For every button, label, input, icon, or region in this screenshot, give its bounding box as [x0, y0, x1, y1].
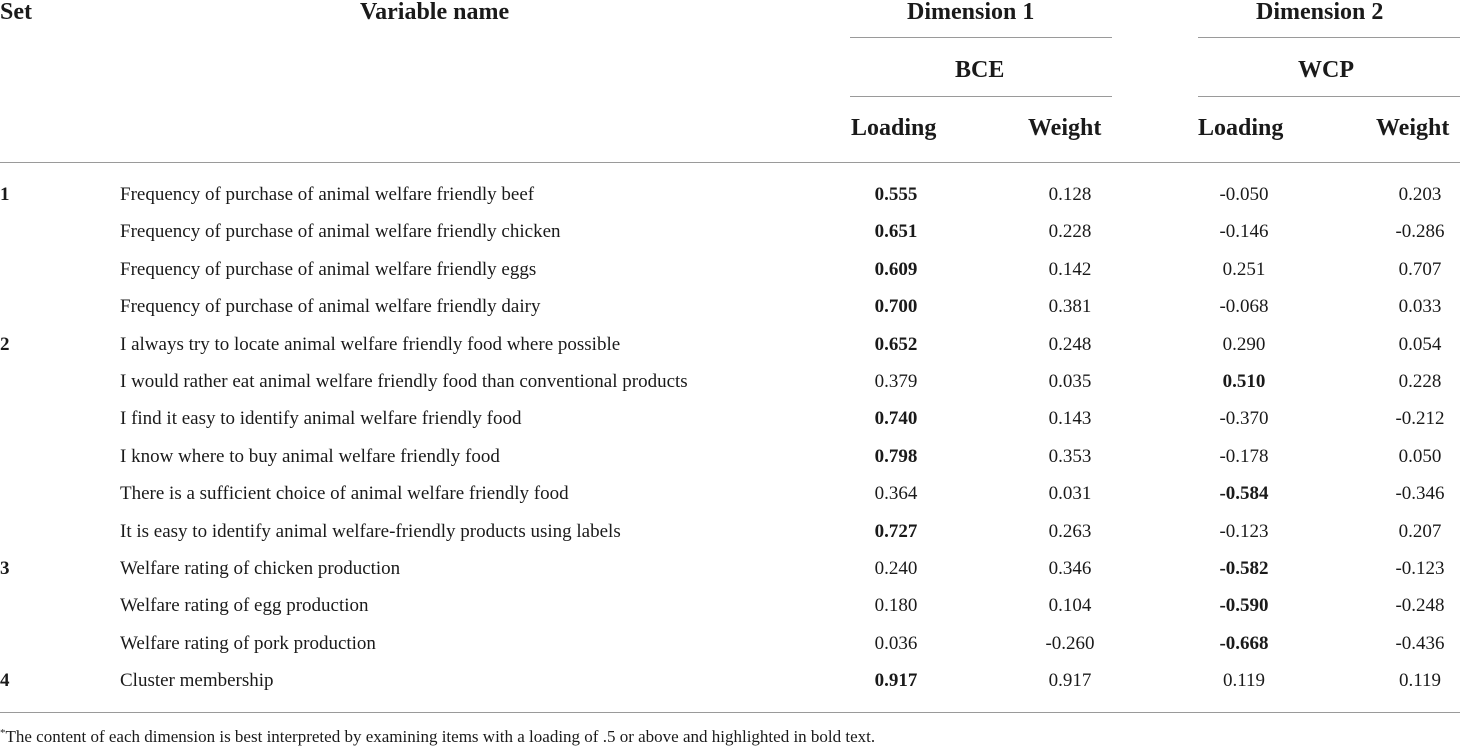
- row-loading-2: -0.146: [1219, 221, 1269, 242]
- row-variable: I find it easy to identify animal welfar…: [120, 408, 522, 429]
- row-weight-2: -0.286: [1395, 221, 1445, 242]
- row-loading-2: -0.668: [1219, 633, 1269, 654]
- row-weight-1: 0.346: [1048, 558, 1092, 579]
- row-weight-2: -0.123: [1395, 558, 1445, 579]
- row-variable: Frequency of purchase of animal welfare …: [120, 221, 561, 242]
- row-weight-2: 0.707: [1398, 259, 1442, 280]
- row-loading-2: -0.584: [1219, 483, 1269, 504]
- row-loading-2: -0.178: [1219, 446, 1269, 467]
- row-loading-1: 0.727: [874, 521, 918, 542]
- footnote: *The content of each dimension is best i…: [0, 728, 875, 746]
- row-loading-2: -0.370: [1219, 408, 1269, 429]
- row-loading-1: 0.036: [874, 633, 918, 654]
- row-weight-2: 0.207: [1398, 521, 1442, 542]
- row-weight-2: 0.228: [1398, 371, 1442, 392]
- row-weight-1: -0.260: [1045, 633, 1095, 654]
- row-variable: Cluster membership: [120, 670, 274, 691]
- row-weight-1: 0.353: [1048, 446, 1092, 467]
- footnote-mark: *: [0, 727, 6, 739]
- row-variable: I would rather eat animal welfare friend…: [120, 371, 688, 392]
- row-set: 3: [0, 558, 10, 579]
- row-weight-1: 0.035: [1048, 371, 1092, 392]
- header-variable-name: Variable name: [360, 0, 510, 25]
- row-weight-2: -0.436: [1395, 633, 1445, 654]
- row-weight-2: 0.203: [1398, 184, 1442, 205]
- row-set: 4: [0, 670, 10, 691]
- row-loading-1: 0.609: [874, 259, 918, 280]
- header-loading-1: Loading: [851, 115, 937, 141]
- row-loading-1: 0.379: [874, 371, 918, 392]
- bce-rule: [850, 96, 1112, 97]
- row-loading-1: 0.652: [874, 334, 918, 355]
- header-loading-2: Loading: [1198, 115, 1284, 141]
- header-wcp: WCP: [1298, 57, 1354, 83]
- dim2-rule: [1198, 37, 1460, 38]
- row-loading-1: 0.180: [874, 595, 918, 616]
- row-set: 2: [0, 334, 10, 355]
- wcp-rule: [1198, 96, 1460, 97]
- row-weight-2: 0.033: [1398, 296, 1442, 317]
- row-loading-1: 0.651: [874, 221, 918, 242]
- row-loading-1: 0.798: [874, 446, 918, 467]
- row-loading-2: -0.068: [1219, 296, 1269, 317]
- row-weight-1: 0.228: [1048, 221, 1092, 242]
- row-weight-1: 0.381: [1048, 296, 1092, 317]
- row-weight-1: 0.142: [1048, 259, 1092, 280]
- header-bce: BCE: [955, 57, 1005, 83]
- row-weight-1: 0.104: [1048, 595, 1092, 616]
- row-weight-1: 0.263: [1048, 521, 1092, 542]
- row-weight-2: 0.054: [1398, 334, 1442, 355]
- header-bottom-rule: [0, 162, 1460, 163]
- row-weight-1: 0.248: [1048, 334, 1092, 355]
- row-variable: Welfare rating of egg production: [120, 595, 369, 616]
- row-weight-1: 0.128: [1048, 184, 1092, 205]
- row-weight-2: -0.212: [1395, 408, 1445, 429]
- row-weight-2: -0.248: [1395, 595, 1445, 616]
- row-weight-1: 0.031: [1048, 483, 1092, 504]
- row-variable: Welfare rating of pork production: [120, 633, 376, 654]
- row-loading-1: 0.700: [874, 296, 918, 317]
- row-weight-2: 0.050: [1398, 446, 1442, 467]
- row-weight-1: 0.143: [1048, 408, 1092, 429]
- row-variable: Frequency of purchase of animal welfare …: [120, 259, 537, 280]
- row-loading-2: -0.582: [1219, 558, 1269, 579]
- header-dimension-2: Dimension 2: [1256, 0, 1384, 25]
- header-dimension-1: Dimension 1: [907, 0, 1035, 25]
- row-loading-2: 0.290: [1222, 334, 1266, 355]
- footnote-text: The content of each dimension is best in…: [5, 727, 876, 746]
- row-variable: Welfare rating of chicken production: [120, 558, 401, 579]
- row-set: 1: [0, 184, 10, 205]
- row-weight-2: 0.119: [1398, 670, 1442, 691]
- row-variable: There is a sufficient choice of animal w…: [120, 483, 569, 504]
- row-loading-2: 0.510: [1222, 371, 1266, 392]
- row-weight-2: -0.346: [1395, 483, 1445, 504]
- header-weight-2: Weight: [1376, 115, 1450, 141]
- row-loading-2: 0.251: [1222, 259, 1266, 280]
- row-loading-1: 0.240: [874, 558, 918, 579]
- row-variable: Frequency of purchase of animal welfare …: [120, 296, 541, 317]
- row-loading-2: -0.590: [1219, 595, 1269, 616]
- dim1-rule: [850, 37, 1112, 38]
- table-bottom-rule: [0, 712, 1460, 713]
- row-loading-2: -0.123: [1219, 521, 1269, 542]
- row-variable: I know where to buy animal welfare frien…: [120, 446, 500, 467]
- row-weight-1: 0.917: [1048, 670, 1092, 691]
- row-loading-1: 0.364: [874, 483, 918, 504]
- header-weight-1: Weight: [1028, 115, 1102, 141]
- header-set: Set: [0, 0, 32, 25]
- row-loading-1: 0.555: [874, 184, 918, 205]
- row-loading-1: 0.740: [874, 408, 918, 429]
- row-loading-2: -0.050: [1219, 184, 1269, 205]
- row-loading-2: 0.119: [1222, 670, 1266, 691]
- row-variable: It is easy to identify animal welfare-fr…: [120, 521, 621, 542]
- row-loading-1: 0.917: [874, 670, 918, 691]
- row-variable: I always try to locate animal welfare fr…: [120, 334, 621, 355]
- row-variable: Frequency of purchase of animal welfare …: [120, 184, 535, 205]
